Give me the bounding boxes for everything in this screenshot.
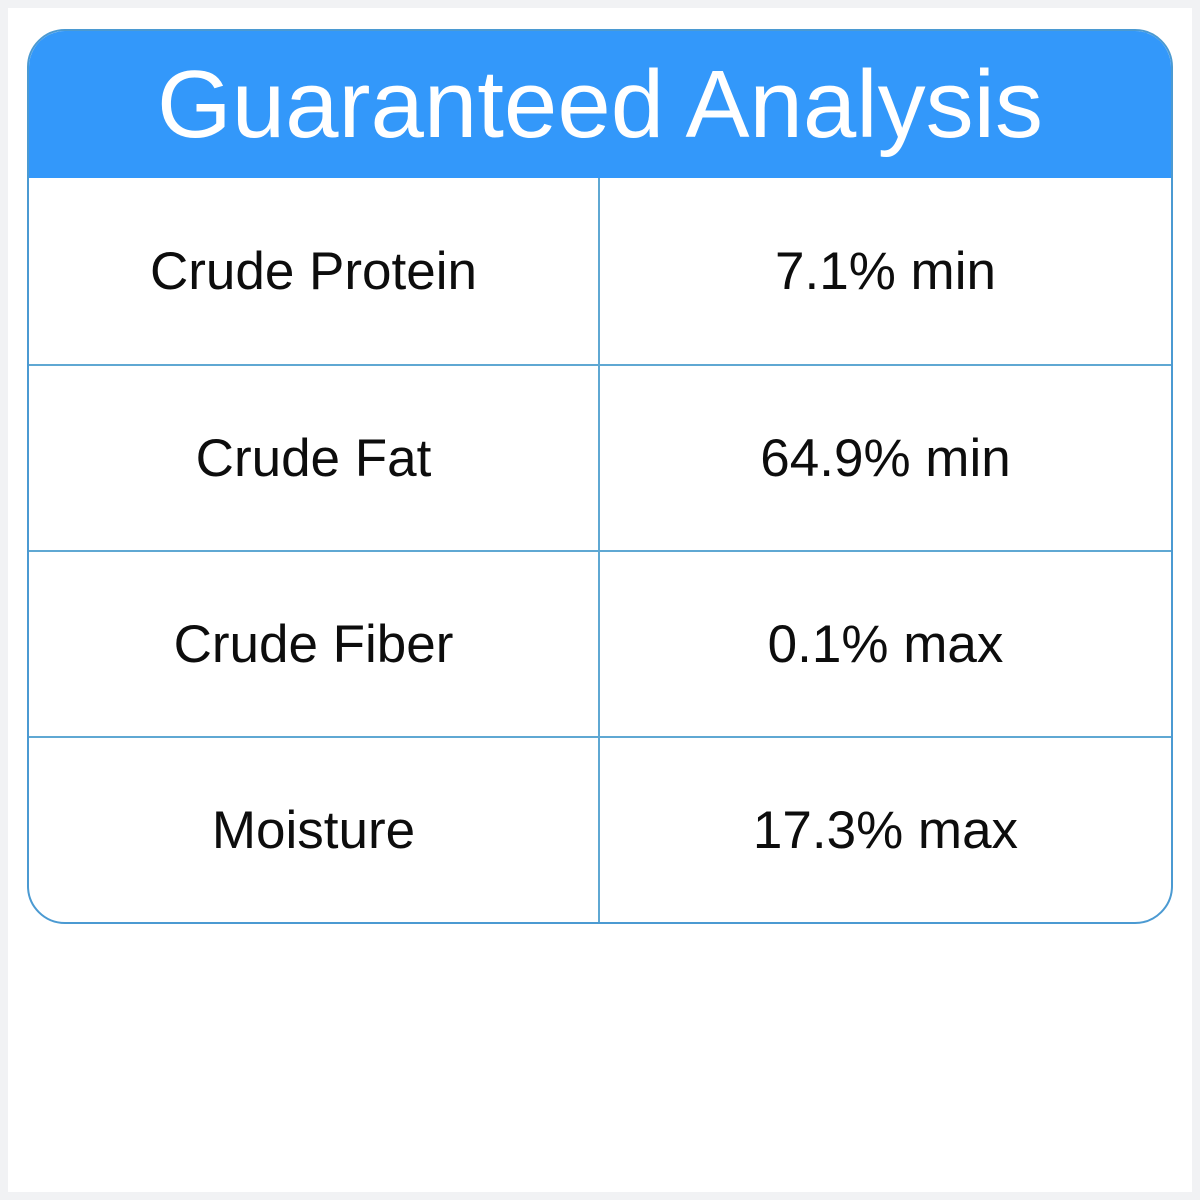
nutrient-value-crude-fiber: 0.1% max [600, 550, 1171, 736]
guaranteed-analysis-header: Guaranteed Analysis [29, 31, 1171, 178]
nutrient-value-crude-fat: 64.9% min [600, 364, 1171, 550]
guaranteed-analysis-table: Crude Protein 7.1% min Crude Fat 64.9% m… [29, 178, 1171, 922]
nutrient-label-crude-fat: Crude Fat [29, 364, 600, 550]
page-title: Guaranteed Analysis [157, 50, 1043, 158]
nutrient-value-moisture: 17.3% max [600, 736, 1171, 922]
nutrient-value-crude-protein: 7.1% min [775, 241, 996, 301]
nutrient-label-moisture: Moisture [29, 736, 600, 922]
nutrient-label-crude-fiber: Crude Fiber [29, 550, 600, 736]
nutrient-label-crude-protein: Crude Protein [29, 178, 600, 364]
guaranteed-analysis-card: Guaranteed Analysis Crude Protein 7.1% m… [27, 29, 1173, 924]
